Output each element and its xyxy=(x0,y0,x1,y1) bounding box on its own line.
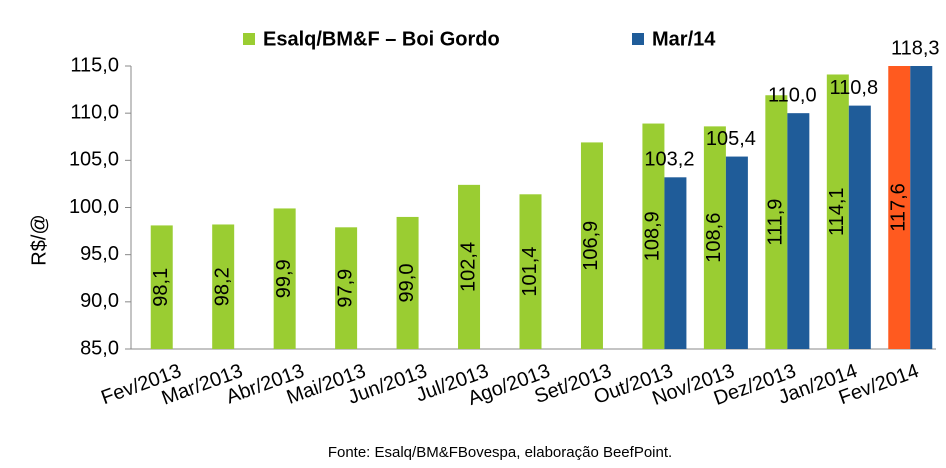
source-note: Fonte: Esalq/BM&FBovespa, elaboração Bee… xyxy=(328,444,672,461)
bar xyxy=(826,74,849,349)
legend-swatch xyxy=(632,33,644,45)
value-label: 108,9 xyxy=(642,211,664,261)
y-tick-label: 110,0 xyxy=(70,101,119,123)
value-label: 108,6 xyxy=(703,213,725,263)
bar xyxy=(703,126,726,349)
plot-area xyxy=(150,66,933,349)
bar xyxy=(765,95,788,349)
value-label: 106,9 xyxy=(580,221,602,271)
y-tick-label: 115,0 xyxy=(70,54,119,76)
bar xyxy=(335,227,358,349)
bar xyxy=(212,224,235,349)
y-tick-label: 95,0 xyxy=(80,243,119,265)
value-label: 99,9 xyxy=(273,259,295,298)
bar xyxy=(580,142,603,349)
bar xyxy=(642,123,665,349)
value-label: 114,1 xyxy=(826,187,848,236)
value-label: 110,8 xyxy=(830,77,879,99)
bar xyxy=(458,184,481,349)
bar xyxy=(910,66,933,349)
value-label: 117,6 xyxy=(888,183,910,232)
value-label: 99,0 xyxy=(396,263,418,302)
value-label: 103,2 xyxy=(644,149,694,171)
value-label: 105,4 xyxy=(706,128,756,150)
value-label: 118,3 xyxy=(891,37,940,59)
bar xyxy=(396,216,419,349)
y-axis-label: R$/@ xyxy=(28,214,50,265)
bar xyxy=(888,66,911,349)
y-tick-label: 105,0 xyxy=(69,149,119,171)
bar xyxy=(519,194,542,349)
bar xyxy=(787,113,810,349)
legend-label: Esalq/BM&F – Boi Gordo xyxy=(263,28,500,50)
bar xyxy=(664,177,687,349)
legend-swatch xyxy=(243,33,255,45)
y-tick-label: 85,0 xyxy=(80,337,119,359)
legend-label: Mar/14 xyxy=(652,28,716,50)
value-label: 102,4 xyxy=(457,242,479,292)
value-label: 97,9 xyxy=(334,269,356,308)
bar xyxy=(725,156,748,349)
value-label: 110,0 xyxy=(768,84,817,106)
value-label: 101,4 xyxy=(519,247,541,297)
value-label: 111,9 xyxy=(765,199,787,246)
bar xyxy=(150,225,173,349)
value-label: 98,2 xyxy=(211,267,233,306)
value-label: 98,1 xyxy=(150,268,172,307)
bar xyxy=(848,105,871,349)
y-tick-label: 90,0 xyxy=(80,290,119,312)
y-tick-label: 100,0 xyxy=(69,196,119,218)
bar xyxy=(273,208,296,349)
